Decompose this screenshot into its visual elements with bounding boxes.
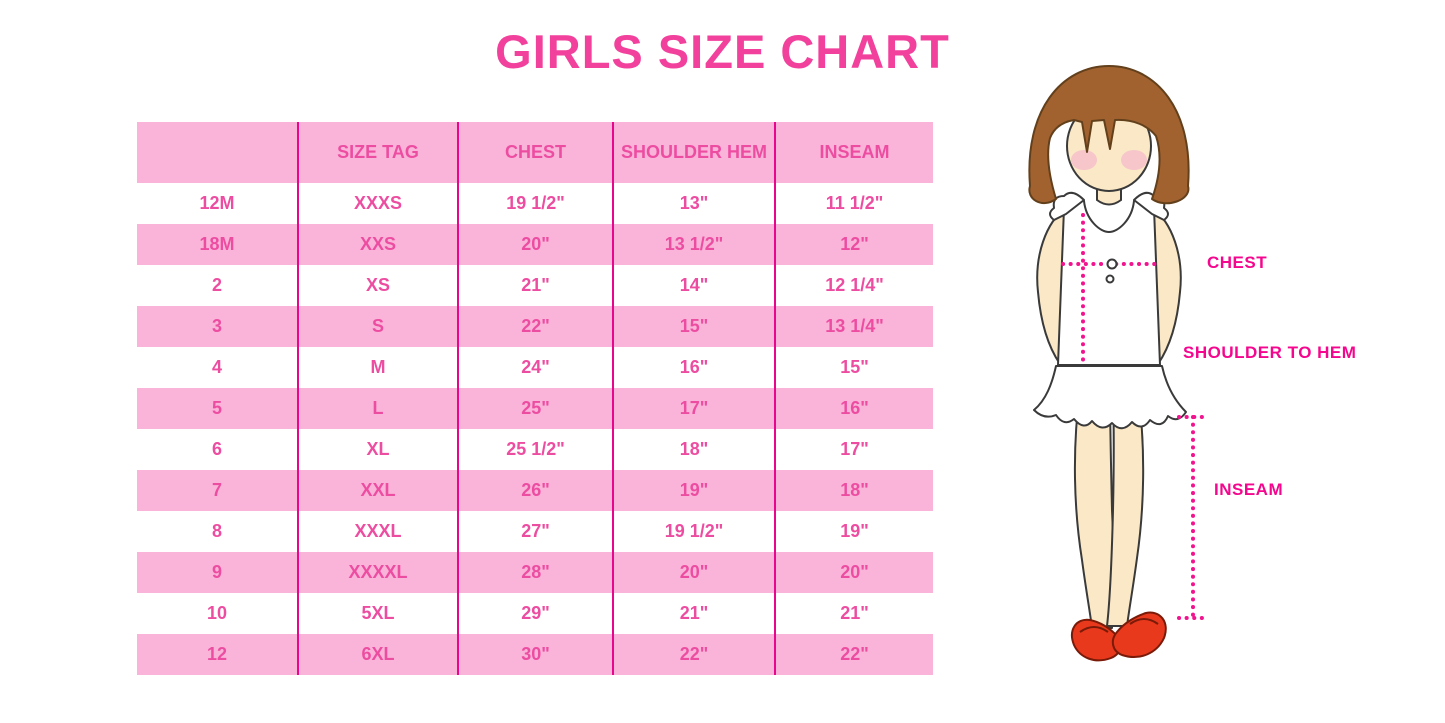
table-row: 10 5XL 29" 21" 21" <box>137 593 933 634</box>
girl-left-shoe-strap <box>1079 626 1109 633</box>
size-cell: 6XL <box>297 634 458 675</box>
size-cell: 14" <box>612 265 775 306</box>
table-row: 5 L 25" 17" 16" <box>137 388 933 429</box>
table-row: 3 S 22" 15" 13 1/4" <box>137 306 933 347</box>
girl-measurement-diagram: CHEST SHOULDER TO HEM INSEAM <box>1000 60 1445 720</box>
table-row: 12M XXXS 19 1/2" 13" 11 1/2" <box>137 183 933 224</box>
size-chart-table: SIZE TAG CHEST SHOULDER HEM INSEAM 12M X… <box>137 122 933 675</box>
size-cell: XXS <box>297 224 458 265</box>
size-cell: 16" <box>612 347 775 388</box>
size-cell: 21" <box>612 593 775 634</box>
size-cell: 13" <box>612 183 775 224</box>
size-cell: 6 <box>211 439 222 459</box>
size-cell: 25 1/2" <box>457 429 613 470</box>
header-inseam: INSEAM <box>774 122 933 183</box>
size-cell: 12M <box>199 193 235 213</box>
table-row: 4 M 24" 16" 15" <box>137 347 933 388</box>
girl-blush-left <box>1071 150 1097 170</box>
size-cell: 12 1/4" <box>774 265 933 306</box>
size-cell: 20" <box>612 552 775 593</box>
size-cell: 15" <box>774 347 933 388</box>
size-cell: 29" <box>457 593 613 634</box>
girl-top-button-1 <box>1106 258 1118 270</box>
size-cell: 16" <box>774 388 933 429</box>
size-cell: 22" <box>612 634 775 675</box>
header-size-tag: SIZE TAG <box>297 122 458 183</box>
size-cell: 12" <box>774 224 933 265</box>
size-cell: 20" <box>774 552 933 593</box>
size-cell: 4 <box>211 357 222 377</box>
girl-skirt <box>1033 365 1187 430</box>
size-cell: 19 1/2" <box>457 183 613 224</box>
girl-right-shoe <box>1111 611 1167 658</box>
size-cell: 21" <box>457 265 613 306</box>
size-cell: L <box>297 388 458 429</box>
size-cell: 25" <box>457 388 613 429</box>
header-shoulder-hem: SHOULDER HEM <box>612 122 775 183</box>
girl-top-button-2 <box>1105 274 1115 284</box>
size-cell: XXXXL <box>297 552 458 593</box>
girl-right-leg <box>1106 389 1145 627</box>
size-cell: 21" <box>774 593 933 634</box>
page-title: GIRLS SIZE CHART <box>495 25 950 78</box>
shoulder-to-hem-label: SHOULDER TO HEM <box>1183 343 1357 362</box>
table-row: 9 XXXXL 28" 20" 20" <box>137 552 933 593</box>
table-row: 6 XL 25 1/2" 18" 17" <box>137 429 933 470</box>
table-row: 7 XXL 26" 19" 18" <box>137 470 933 511</box>
size-cell: 18M <box>137 224 298 265</box>
girl-right-shoe-strap <box>1129 618 1159 625</box>
size-cell: XL <box>297 429 458 470</box>
chest-label: CHEST <box>1207 253 1268 272</box>
size-cell: 27" <box>457 511 613 552</box>
table-row: 2 XS 21" 14" 12 1/4" <box>137 265 933 306</box>
size-cell: 13 1/2" <box>612 224 775 265</box>
size-cell: 22" <box>457 306 613 347</box>
size-cell: 10 <box>206 603 228 623</box>
size-cell: XS <box>297 265 458 306</box>
size-cell: 5 <box>137 388 298 429</box>
size-cell: 18" <box>612 429 775 470</box>
size-cell: XXXL <box>297 511 458 552</box>
inseam-label: INSEAM <box>1214 480 1284 499</box>
size-cell: 17" <box>612 388 775 429</box>
size-cell: 13 1/4" <box>774 306 933 347</box>
header-chest: CHEST <box>457 122 613 183</box>
girl-illustration <box>1028 65 1209 662</box>
size-cell: 19" <box>774 511 933 552</box>
size-cell: XXL <box>297 470 458 511</box>
size-cell: XXXS <box>297 183 458 224</box>
size-cell: 11 1/2" <box>774 183 933 224</box>
size-cell: 28" <box>457 552 613 593</box>
size-cell: 19 1/2" <box>612 511 775 552</box>
girl-hair <box>1028 65 1190 205</box>
size-cell: 19" <box>612 470 775 511</box>
table-row: 8 XXXL 27" 19 1/2" 19" <box>137 511 933 552</box>
size-cell: 12 <box>137 634 298 675</box>
size-cell: 5XL <box>297 593 458 634</box>
size-cell: M <box>297 347 458 388</box>
size-cell: 26" <box>457 470 613 511</box>
table-row: 12 6XL 30" 22" 22" <box>137 634 933 675</box>
size-cell: S <box>297 306 458 347</box>
header-row: SIZE TAG CHEST SHOULDER HEM INSEAM <box>137 122 933 183</box>
girl-blush-right <box>1121 150 1147 170</box>
size-cell: 7 <box>137 470 298 511</box>
size-cell: 30" <box>457 634 613 675</box>
size-cell: 18" <box>774 470 933 511</box>
size-cell: 9 <box>137 552 298 593</box>
size-cell: 8 <box>211 521 222 541</box>
size-cell: 22" <box>774 634 933 675</box>
size-cell: 3 <box>137 306 298 347</box>
size-cell: 2 <box>211 275 222 295</box>
size-cell: 20" <box>457 224 613 265</box>
size-cell: 15" <box>612 306 775 347</box>
table-row: 18M XXS 20" 13 1/2" 12" <box>137 224 933 265</box>
size-cell: 24" <box>457 347 613 388</box>
size-cell: 17" <box>774 429 933 470</box>
header-blank <box>137 122 298 183</box>
